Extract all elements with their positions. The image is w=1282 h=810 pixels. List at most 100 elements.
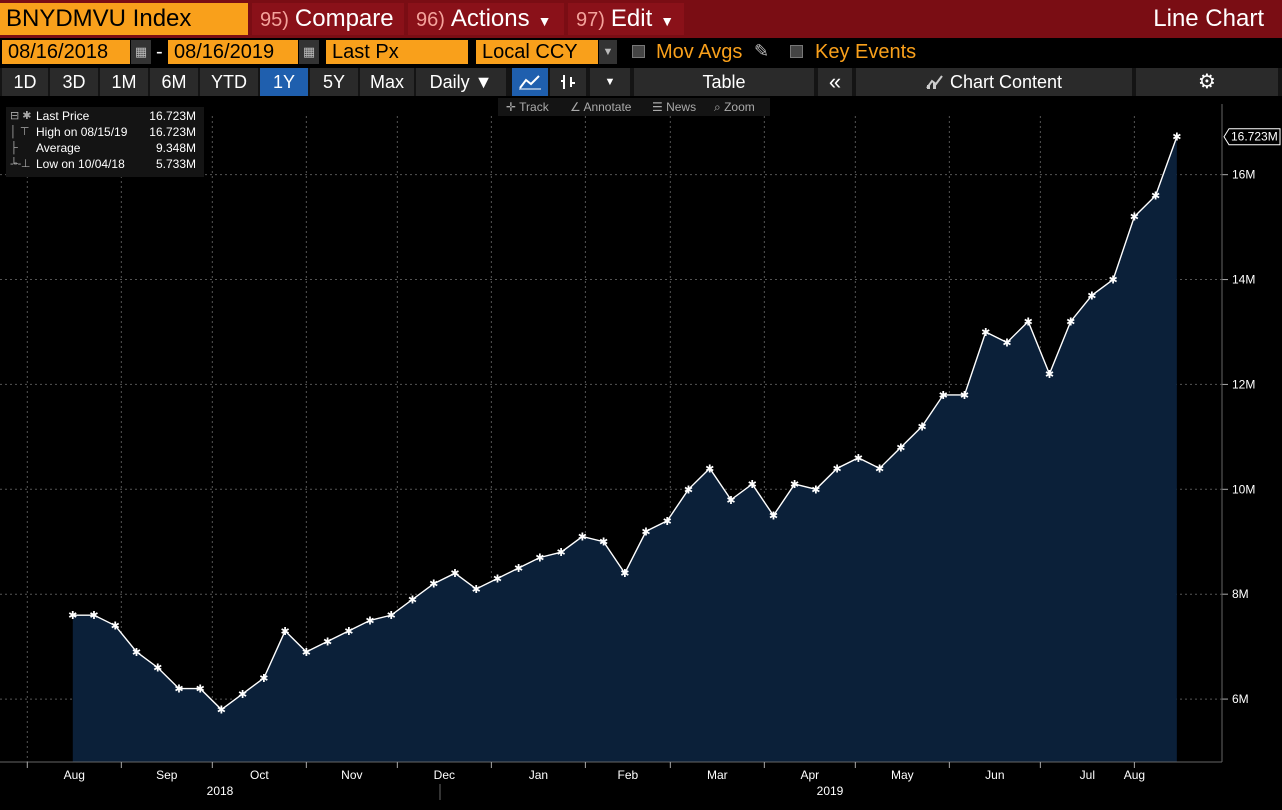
- last-value-label: 16.723M: [1231, 130, 1278, 144]
- actions-button[interactable]: 96) Actions ▼: [408, 3, 564, 35]
- data-point-marker: ✱: [323, 635, 332, 648]
- data-point-marker: ✱: [875, 462, 884, 475]
- y-tick-label: 10M: [1232, 482, 1255, 496]
- legend-row-low[interactable]: └ ⊥ Low on 10/04/18 5.733M: [6, 156, 204, 172]
- data-point-marker: ✱: [1130, 211, 1139, 224]
- data-point-marker: ✱: [917, 420, 926, 433]
- high-marker-icon: │ ⊤: [10, 126, 30, 138]
- x-month-label: Jul: [1080, 768, 1095, 782]
- collapse-icon[interactable]: «: [818, 68, 852, 96]
- chart-content-button[interactable]: Chart Content: [856, 68, 1132, 96]
- ticker-field[interactable]: BNYDMVU Index: [0, 3, 248, 35]
- period-5y[interactable]: 5Y: [310, 68, 358, 96]
- data-point-marker: ✱: [960, 389, 969, 402]
- legend-label: Last Price: [36, 109, 90, 123]
- period-3d[interactable]: 3D: [50, 68, 98, 96]
- x-year-label: 2019: [817, 784, 844, 798]
- calendar-icon[interactable]: ▦: [299, 40, 319, 64]
- frequency-dropdown[interactable]: Daily ▼: [416, 68, 506, 96]
- x-month-label: Apr: [800, 768, 819, 782]
- compare-label: Compare: [294, 5, 394, 32]
- title-bar: BNYDMVU Index 95) Compare 96) Actions ▼ 97)…: [0, 0, 1282, 38]
- data-point-marker: ✱: [259, 672, 268, 685]
- data-point-marker: ✱: [1066, 315, 1075, 328]
- data-point-marker: ✱: [939, 389, 948, 402]
- data-point-marker: ✱: [1151, 190, 1160, 203]
- table-button[interactable]: Table: [634, 68, 814, 96]
- chevron-down-icon[interactable]: ▼: [599, 40, 617, 64]
- x-month-label: Dec: [434, 768, 455, 782]
- zoom-label: Zoom: [724, 100, 755, 114]
- data-point-marker: ✱: [981, 326, 990, 339]
- data-point-marker: ✱: [663, 515, 672, 528]
- line-chart-icon[interactable]: [512, 68, 548, 96]
- period-1m[interactable]: 1M: [100, 68, 148, 96]
- data-point-marker: ✱: [89, 609, 98, 622]
- track-tool[interactable]: ✛ Track: [506, 100, 549, 114]
- data-point-marker: ✱: [450, 567, 459, 580]
- data-point-marker: ✱: [344, 625, 353, 638]
- legend-value: 16.723M: [149, 125, 196, 139]
- x-month-label: Nov: [341, 768, 362, 782]
- period-1y[interactable]: 1Y: [260, 68, 308, 96]
- compare-number: 95): [260, 9, 289, 31]
- legend-label: Low on 10/04/18: [36, 157, 125, 171]
- data-point-marker: ✱: [599, 536, 608, 549]
- x-month-label: Aug: [64, 768, 85, 782]
- x-month-label: May: [891, 768, 914, 782]
- news-label: News: [666, 100, 697, 114]
- key-events-checkbox[interactable]: [790, 45, 803, 58]
- calendar-icon[interactable]: ▦: [131, 40, 151, 64]
- mov-avgs-label: Mov Avgs: [656, 41, 743, 63]
- mov-avgs-checkbox[interactable]: [632, 45, 645, 58]
- data-point-marker: ✱: [620, 567, 629, 580]
- data-point-marker: ✱: [705, 462, 714, 475]
- data-point-marker: ✱: [111, 620, 120, 633]
- key-events-label: Key Events: [815, 41, 917, 63]
- chart-tools-bar: ✛ Track ∠ Annotate ☰ News ⌕ Zoom: [498, 98, 770, 116]
- data-point-marker: ✱: [535, 551, 544, 564]
- news-tool[interactable]: ☰ News: [652, 100, 697, 114]
- data-point-marker: ✱: [281, 625, 290, 638]
- data-point-marker: ✱: [132, 646, 141, 659]
- x-month-label: Feb: [618, 768, 639, 782]
- compare-button[interactable]: 95) Compare: [252, 3, 404, 35]
- legend-label: Average: [36, 141, 81, 155]
- data-point-marker: ✱: [514, 562, 523, 575]
- y-tick-label: 6M: [1232, 692, 1249, 706]
- data-point-marker: ✱: [1002, 336, 1011, 349]
- end-date-field[interactable]: 08/16/2019: [168, 40, 298, 64]
- period-ytd[interactable]: YTD: [200, 68, 258, 96]
- chevron-down-icon: ▼: [660, 13, 675, 29]
- data-point-marker: ✱: [153, 662, 162, 675]
- data-point-marker: ✱: [68, 609, 77, 622]
- period-1d[interactable]: 1D: [2, 68, 48, 96]
- price-chart[interactable]: 6M 8M 10M 12M 14M 16M ✱ ✱ ✱ ✱ ✱ ✱ ✱ ✱ ✱ ✱ ✱ ✱ ✱ ✱ ✱ ✱ ✱ ✱ ✱ ✱ ✱ ✱ ✱ ✱…: [0, 96, 1282, 810]
- legend-row-average[interactable]: ├ -◦- Average 9.348M: [6, 140, 204, 170]
- legend-row-high[interactable]: │ ⊤ High on 08/15/19 16.723M: [6, 124, 204, 140]
- zoom-tool[interactable]: ⌕ Zoom: [714, 100, 755, 114]
- annotate-tool[interactable]: ∠ Annotate: [570, 100, 632, 114]
- edit-label: Edit: [610, 5, 653, 32]
- period-max[interactable]: Max: [360, 68, 414, 96]
- currency-selector[interactable]: Local CCY: [476, 40, 598, 64]
- x-month-label: Jun: [985, 768, 1004, 782]
- period-6m[interactable]: 6M: [150, 68, 198, 96]
- legend-value: 5.733M: [155, 157, 196, 171]
- data-point-marker: ✱: [578, 531, 587, 544]
- data-point-marker: ✱: [833, 462, 842, 475]
- data-point-marker: ✱: [811, 483, 820, 496]
- edit-number: 97): [576, 9, 605, 31]
- legend-row-last-price[interactable]: ⊟ ✱ Last Price 16.723M: [6, 108, 204, 124]
- field-selector[interactable]: Last Px: [326, 40, 468, 64]
- chevron-down-icon[interactable]: ▼: [590, 68, 630, 96]
- edit-button[interactable]: 97) Edit ▼: [568, 3, 684, 35]
- bar-chart-icon[interactable]: [550, 68, 586, 96]
- price-area: [72, 136, 1177, 763]
- start-date-field[interactable]: 08/16/2018: [2, 40, 130, 64]
- last-value-tag: [1223, 128, 1281, 146]
- x-month-label: Aug: [1124, 768, 1145, 782]
- gear-icon[interactable]: ⚙: [1136, 68, 1278, 96]
- pencil-icon[interactable]: ✎: [754, 41, 770, 61]
- actions-number: 96): [416, 9, 445, 31]
